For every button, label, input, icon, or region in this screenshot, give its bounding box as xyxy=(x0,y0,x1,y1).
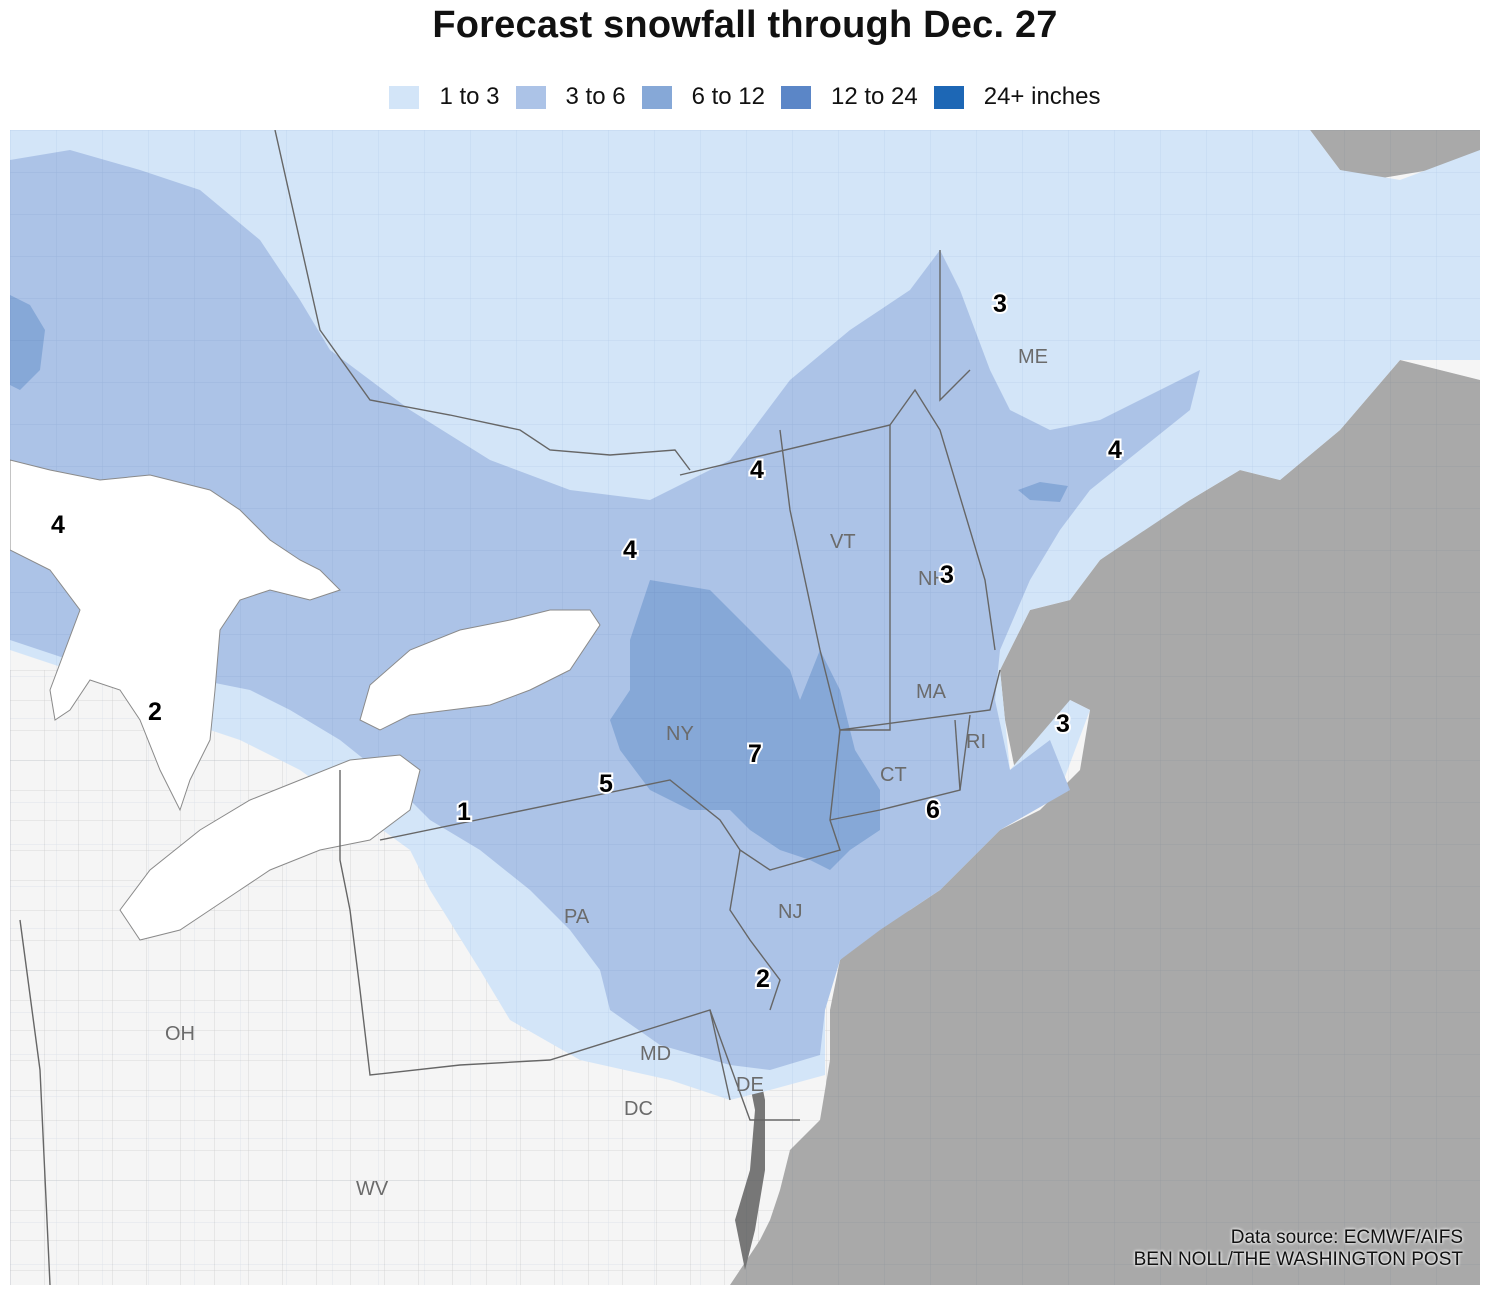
state-label-de: DE xyxy=(736,1074,764,1096)
value-label: 1 xyxy=(457,798,471,826)
state-label-oh: OH xyxy=(165,1023,195,1045)
map-title: Forecast snowfall through Dec. 27 xyxy=(432,4,1058,46)
legend: 1 to 3 3 to 6 6 to 12 12 to 24 24+ inche… xyxy=(0,82,1490,112)
legend-swatch xyxy=(933,85,964,109)
value-label: 7 xyxy=(748,740,762,768)
state-label-nh: NH xyxy=(918,568,947,590)
legend-item-3-6: 3 to 6 xyxy=(515,83,626,111)
state-label-nj: NJ xyxy=(778,901,802,923)
data-source: Data source: ECMWF/AIFS xyxy=(1230,1227,1463,1248)
legend-item-24-plus: 24+ inches xyxy=(933,83,1101,111)
lake-erie xyxy=(119,754,421,941)
legend-item-1-3: 1 to 3 xyxy=(389,83,500,111)
state-borders xyxy=(19,130,1001,1285)
value-label: 4 xyxy=(51,511,65,539)
value-label: 5 xyxy=(599,770,613,798)
legend-label: 3 to 6 xyxy=(565,83,626,110)
snowfall-map: ME VT NH MA NY RI CT PA NJ OH MD DE DC W… xyxy=(10,130,1480,1285)
value-label: 6 xyxy=(926,796,940,824)
legend-label: 24+ inches xyxy=(983,83,1101,110)
legend-item-6-12: 6 to 12 xyxy=(641,83,765,111)
value-label: 4 xyxy=(1108,436,1122,464)
state-label-wv: WV xyxy=(356,1178,389,1200)
value-label: 3 xyxy=(1056,710,1070,738)
legend-label: 6 to 12 xyxy=(691,83,765,110)
legend-label: 1 to 3 xyxy=(439,83,500,110)
state-label-vt: VT xyxy=(830,531,856,553)
legend-swatch xyxy=(515,85,546,109)
state-label-md: MD xyxy=(640,1043,671,1065)
byline: BEN NOLL/THE WASHINGTON POST xyxy=(1133,1249,1463,1270)
state-label-pa: PA xyxy=(564,906,590,928)
county-grid-overlay xyxy=(10,130,1480,1285)
value-label: 2 xyxy=(756,965,770,993)
state-label-dc: DC xyxy=(624,1098,653,1120)
legend-swatch xyxy=(641,85,672,109)
state-label-me: ME xyxy=(1018,346,1048,368)
value-label: 3 xyxy=(940,561,954,589)
credit: Data source: ECMWF/AIFS BEN NOLL/THE WAS… xyxy=(1134,1227,1463,1271)
legend-swatch xyxy=(780,85,811,109)
value-label: 3 xyxy=(993,290,1007,318)
state-label-ri: RI xyxy=(966,731,986,753)
legend-item-12-24: 12 to 24 xyxy=(780,83,918,111)
legend-swatch xyxy=(389,85,420,109)
state-label-ma: MA xyxy=(916,681,947,703)
value-label: 4 xyxy=(623,536,637,564)
state-label-ny: NY xyxy=(666,723,694,745)
lake-huron xyxy=(10,459,341,812)
value-label: 4 xyxy=(750,456,764,484)
lake-ontario xyxy=(359,609,601,731)
state-label-ct: CT xyxy=(880,764,907,786)
value-label: 2 xyxy=(148,698,162,726)
legend-label: 12 to 24 xyxy=(830,83,918,110)
